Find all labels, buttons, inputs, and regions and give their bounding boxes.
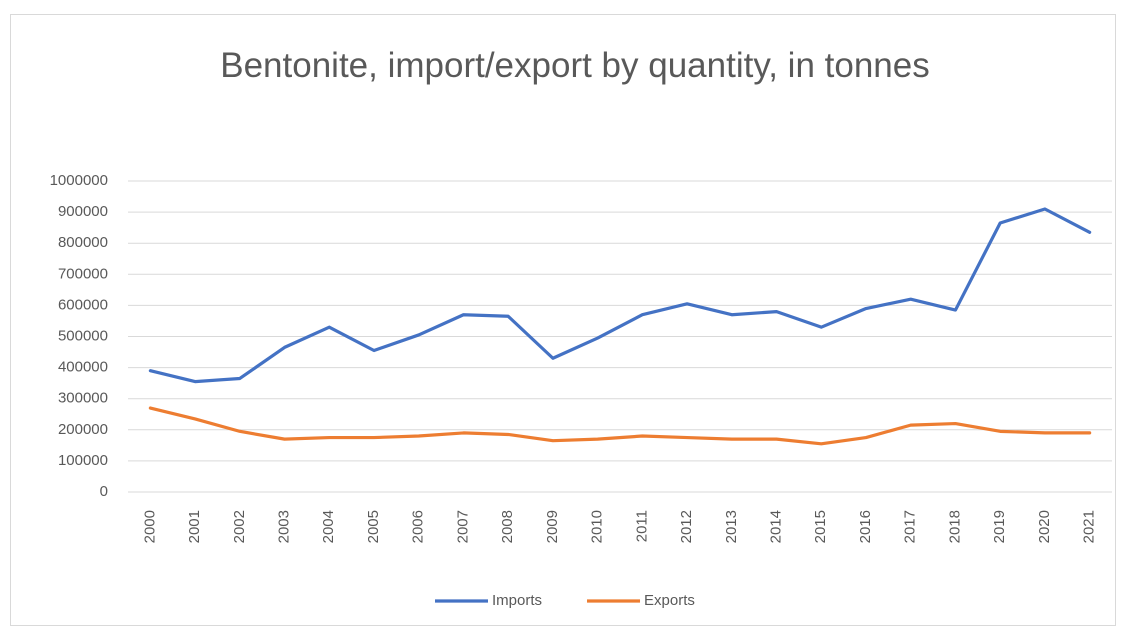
y-tick-label: 200000 [58,421,108,438]
data-line [148,207,1092,384]
x-tick-label: 2000 [141,510,158,543]
x-tick-label: 2006 [410,510,427,543]
x-tick-label: 2013 [723,510,740,543]
x-tick-label: 2012 [678,510,695,543]
x-tick-label: 2019 [991,510,1008,543]
x-tick-label: 2016 [857,510,874,543]
legend-label: Imports [492,592,542,609]
x-tick-label: 2017 [902,510,919,543]
y-tick-label: 1000000 [50,172,108,189]
x-tick-label: 2003 [276,510,293,543]
x-tick-label: 2015 [812,510,829,543]
x-tick-label: 2007 [454,510,471,543]
legend-label: Exports [644,592,695,609]
x-tick-label: 2011 [633,510,650,542]
y-tick-label: 300000 [58,390,108,407]
chart-frame [10,14,1116,626]
x-tick-label: 2002 [231,510,248,543]
x-tick-label: 2010 [589,510,606,543]
y-tick-label: 500000 [58,327,108,344]
y-tick-label: 400000 [58,359,108,376]
y-tick-label: 700000 [58,265,108,282]
x-tick-label: 2009 [544,510,561,543]
x-tick-label: 2004 [320,510,337,543]
y-tick-label: 800000 [58,234,108,251]
x-tick-label: 2005 [365,510,382,543]
x-tick-label: 2008 [499,510,516,543]
x-tick-label: 2021 [1081,510,1098,543]
x-tick-label: 2001 [186,510,203,543]
x-tick-label: 2020 [1036,510,1053,543]
y-tick-label: 900000 [58,203,108,220]
y-tick-label: 600000 [58,296,108,313]
chart-title: Bentonite, import/export by quantity, in… [220,46,930,85]
y-tick-label: 0 [100,483,108,500]
x-tick-label: 2014 [768,510,785,543]
data-line [148,406,1092,446]
x-tick-label: 2018 [946,510,963,543]
y-tick-label: 100000 [58,452,108,469]
